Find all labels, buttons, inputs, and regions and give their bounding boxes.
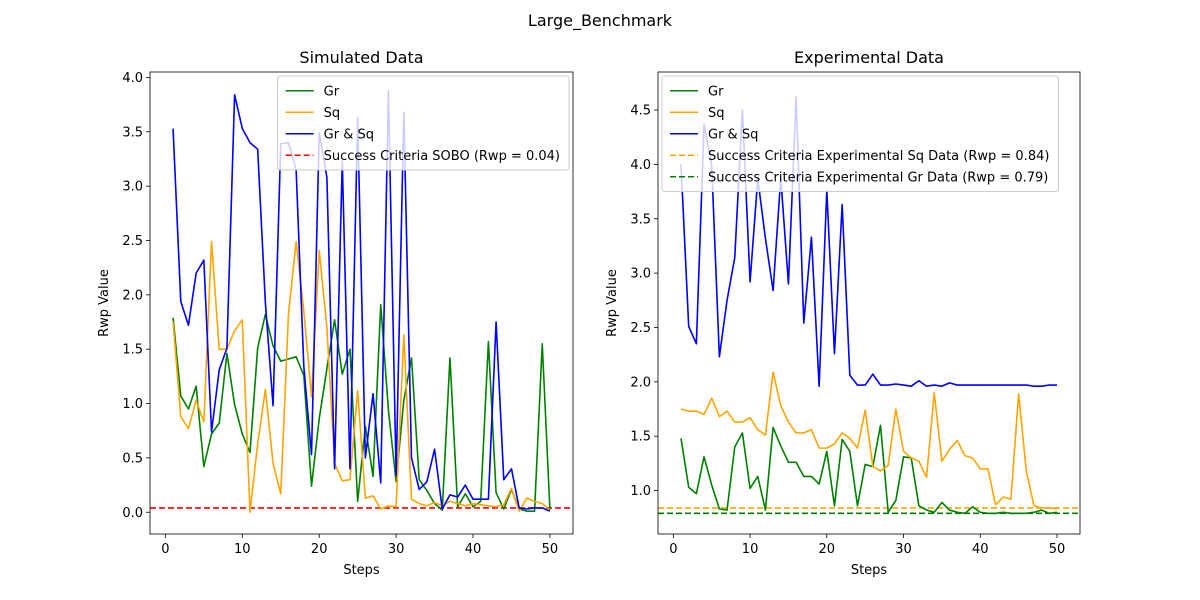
x-tick-label: 30	[388, 542, 405, 557]
figure-suptitle: Large_Benchmark	[528, 11, 673, 31]
series-line	[172, 303, 551, 512]
series-line	[680, 424, 1058, 515]
x-tick-label: 20	[819, 542, 836, 557]
y-tick-label: 3.5	[630, 212, 651, 227]
x-tick-label: 10	[742, 542, 759, 557]
series-line	[172, 240, 551, 514]
x-tick-label: 10	[234, 542, 251, 557]
y-tick-label: 0.0	[122, 506, 143, 521]
y-tick-label: 3.0	[122, 180, 143, 195]
chart-experimental: Experimental Data 0 10 20 30 40 50 1.0 1.5 2.0 2.5…	[605, 48, 1081, 578]
y-tick-label: 4.0	[630, 158, 651, 173]
y-tick-label: 1.5	[630, 430, 651, 445]
x-axis-label: Steps	[851, 563, 888, 578]
y-tick-label: 2.5	[630, 321, 651, 336]
chart-title: Simulated Data	[299, 48, 423, 67]
y-axis-label: Rwp Value	[605, 269, 620, 337]
y-tick-label: 1.5	[122, 343, 143, 358]
legend-label: Success Criteria Experimental Gr Data (R…	[708, 170, 1048, 185]
legend-label: Sq	[708, 106, 725, 121]
legend-box	[661, 75, 1059, 192]
y-tick-label: 3.5	[122, 125, 143, 140]
legend-label: Gr	[708, 84, 724, 99]
x-tick-label: 40	[465, 542, 482, 557]
legend-label: Success Criteria Experimental Sq Data (R…	[708, 149, 1049, 164]
series-line	[680, 371, 1058, 510]
plot-area	[150, 89, 573, 514]
x-tick-label: 30	[895, 542, 912, 557]
x-tick-label: 0	[669, 542, 677, 557]
chart-simulated: Simulated Data 0 10 20 30 40 50 0.0 0.5 1.0 1.5 2.0…	[97, 48, 574, 578]
x-tick-label: 0	[161, 542, 169, 557]
axes-frame	[657, 71, 1081, 535]
y-tick-label: 4.0	[122, 71, 143, 86]
chart-title: Experimental Data	[794, 48, 944, 67]
y-tick-label: 3.0	[630, 267, 651, 282]
y-tick-label: 2.0	[122, 288, 143, 303]
y-tick-label: 1.0	[122, 397, 143, 412]
legend-label: Sq	[324, 106, 341, 121]
x-axis-label: Steps	[343, 563, 380, 578]
x-tick-label: 50	[542, 542, 559, 557]
legend: Gr Sq Gr & Sq Success Criteria SOBO (Rwp = …	[277, 75, 570, 171]
y-tick-label: 2.5	[122, 234, 143, 249]
y-axis-label: Rwp Value	[97, 269, 112, 337]
y-tick-label: 2.0	[630, 375, 651, 390]
legend-label: Gr & Sq	[708, 127, 758, 142]
x-tick-label: 20	[311, 542, 328, 557]
legend-box	[277, 75, 570, 171]
series-line	[172, 89, 551, 512]
legend-label: Gr & Sq	[324, 127, 374, 142]
y-tick-label: 0.5	[122, 451, 143, 466]
axes-frame	[149, 71, 574, 535]
legend-label: Success Criteria SOBO (Rwp = 0.04)	[324, 149, 560, 164]
y-tick-label: 1.0	[630, 484, 651, 499]
x-tick-label: 50	[1049, 542, 1066, 557]
y-tick-label: 4.5	[630, 104, 651, 119]
legend-label: Gr	[324, 84, 340, 99]
x-tick-label: 40	[972, 542, 989, 557]
legend: Gr Sq Gr & Sq Success Criteria Experimental…	[661, 75, 1059, 192]
